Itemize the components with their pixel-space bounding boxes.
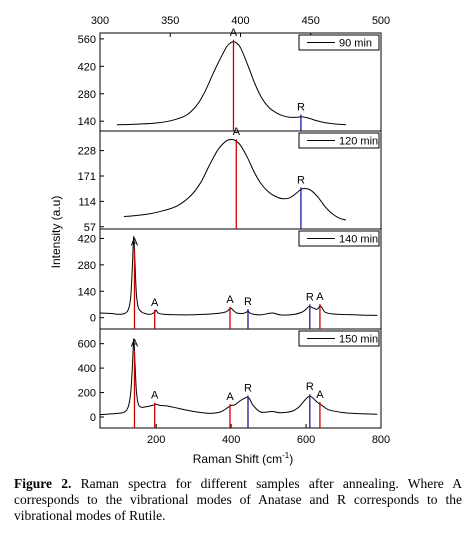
x-axis-label-main: Raman Shift (cm	[193, 452, 282, 466]
chart-frame: 300 350 400 450 500 200 400 600 800	[91, 15, 390, 446]
raman-spectra-chart: 300 350 400 450 500 200 400 600 800 140 280 420 560…	[49, 15, 390, 466]
rutile-marker-label: R	[244, 296, 252, 308]
anatase-marker-label: A	[151, 297, 159, 309]
y-tick-label: 228	[78, 146, 96, 158]
figure-caption: Figure 2. Raman spectra for different sa…	[14, 476, 462, 524]
legend-label: 120 min	[339, 136, 378, 148]
legend: 120 min	[298, 132, 380, 149]
panel-120-min: 57 114 171 228 A R 120 min	[78, 126, 380, 234]
legend: 140 min	[298, 230, 380, 247]
rutile-marker-label: R	[297, 174, 305, 186]
x-top-tick-label: 350	[161, 15, 179, 27]
y-tick-label: 0	[90, 412, 96, 424]
x-bottom-tick-label: 200	[147, 434, 165, 446]
figure-caption-text: Raman spectra for different samples afte…	[14, 476, 462, 523]
y-tick-label: 420	[78, 233, 96, 245]
x-top-tick-label: 400	[231, 15, 249, 27]
anatase-marker-label: A	[233, 126, 241, 138]
y-tick-label: 200	[78, 388, 96, 400]
legend: 90 min	[298, 34, 380, 51]
x-axis-label-close: )	[289, 452, 293, 466]
legend-box	[298, 34, 380, 51]
anatase-marker-label: A	[151, 390, 159, 402]
rutile-marker-label: R	[244, 382, 252, 394]
legend-box	[298, 330, 380, 347]
y-tick-label: 280	[78, 89, 96, 101]
anatase-marker-label: A	[316, 389, 324, 401]
spectrum-line	[99, 235, 378, 316]
x-top-tick-label: 500	[372, 15, 390, 27]
x-bottom-tick-label: 400	[222, 434, 240, 446]
y-tick-label: 280	[78, 260, 96, 272]
rutile-marker-label: R	[306, 291, 314, 303]
anatase-marker-label: A	[226, 391, 234, 403]
legend: 150 min	[298, 330, 380, 347]
x-axis-label-superscript: -1	[282, 451, 290, 460]
anatase-marker-label: A	[131, 338, 139, 350]
y-tick-label: 420	[78, 61, 96, 73]
spectrum-line	[99, 338, 378, 416]
y-tick-label: 600	[78, 339, 96, 351]
y-tick-label: 140	[78, 116, 96, 128]
x-top-tick-label: 450	[302, 15, 320, 27]
spectrum-line	[116, 41, 346, 126]
panel-90-min: 140 280 420 560 A R 90 min	[78, 27, 380, 131]
rutile-marker-label: R	[297, 102, 305, 114]
legend-label: 150 min	[339, 334, 378, 346]
x-axis-label: Raman Shift (cm-1)	[193, 451, 293, 466]
anatase-marker-label: A	[226, 294, 234, 306]
spectrum-line	[123, 138, 347, 221]
y-tick-label: 171	[78, 171, 96, 183]
x-bottom-tick-label: 600	[297, 434, 315, 446]
figure-caption-label: Figure 2.	[14, 476, 72, 491]
x-top-tick-label: 300	[91, 15, 109, 27]
anatase-marker-label: A	[316, 291, 324, 303]
y-tick-label: 57	[84, 222, 96, 234]
legend-box	[298, 132, 380, 149]
legend-box	[298, 230, 380, 247]
rutile-marker-label: R	[306, 381, 314, 393]
y-axis-label: Intensity (a.u)	[49, 196, 63, 269]
y-tick-label: 400	[78, 363, 96, 375]
anatase-marker-label: A	[230, 27, 238, 39]
anatase-marker-label: A	[131, 237, 139, 249]
y-tick-label: 0	[90, 313, 96, 325]
x-bottom-tick-label: 800	[372, 434, 390, 446]
legend-label: 140 min	[339, 234, 378, 246]
y-tick-label: 140	[78, 286, 96, 298]
y-tick-label: 114	[78, 196, 96, 208]
legend-label: 90 min	[339, 38, 372, 50]
y-tick-label: 560	[78, 34, 96, 46]
